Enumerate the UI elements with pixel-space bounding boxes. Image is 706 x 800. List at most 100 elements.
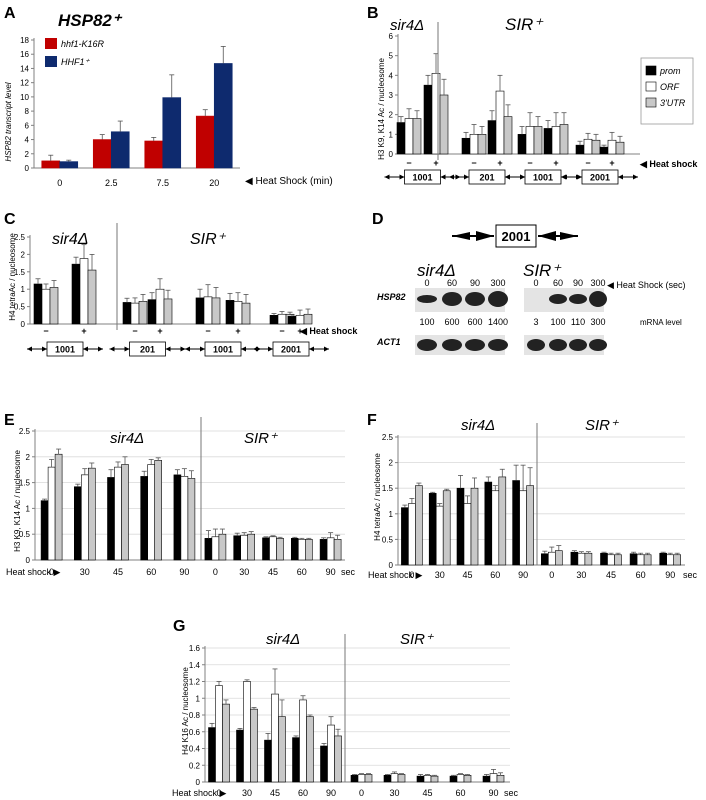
panel-d-band-act1-sir4-0 xyxy=(417,339,437,351)
panel-c-bar-1-6 xyxy=(277,313,287,325)
panel-c-bar-0-3 xyxy=(147,299,157,325)
panel-a-bar-0-2 xyxy=(144,140,164,169)
panel-f-bar-0-2 xyxy=(456,487,465,566)
panel-d-band-hsp82-sir4-1 xyxy=(442,292,462,306)
panel-e-ylabel: H3 K9, K14 Ac / nucleosome xyxy=(13,450,22,552)
panel-d-band-hsp82-sir-1 xyxy=(549,294,567,304)
panel-c-construct-1-arrow-3 xyxy=(165,346,171,352)
panel-c-heat-3: + xyxy=(157,326,162,336)
panel-c-bar-2-0 xyxy=(49,287,59,325)
panel-f-bar-0-0 xyxy=(401,507,409,566)
panel-b-legend-0: prom xyxy=(659,66,681,76)
panel-c-ytick-3: 1.5 xyxy=(14,268,26,277)
panel-g-bar-1-9 xyxy=(489,773,498,783)
panel-c-bar-2-4 xyxy=(211,297,221,325)
panel-g-bar-1-2 xyxy=(271,693,279,783)
panel-e-bar-1-0 xyxy=(47,466,56,561)
panel-g-ytick-1: 0.2 xyxy=(189,761,201,770)
panel-g-bar-1-5 xyxy=(357,774,366,783)
panel-b-bar-1-4 xyxy=(525,126,535,155)
panel-b-construct-2-arrow-2 xyxy=(520,174,525,180)
panel-f-bar-2-4 xyxy=(526,485,534,566)
panel-f-bar-1-8 xyxy=(636,554,645,566)
panel-g-group-sir4: sir4Δ xyxy=(266,631,300,648)
panel-c-bar-2-3 xyxy=(163,298,173,325)
panel-b-bar-2-1 xyxy=(439,94,449,155)
panel-d-band-act1-sir4-1 xyxy=(442,339,462,351)
panel-g-xtick-8: 60 xyxy=(455,788,465,798)
panel-c-construct-0-arrow-2 xyxy=(42,346,47,352)
panel-d-band-hsp82-sir-2 xyxy=(569,294,587,304)
panel-b-bar-2-0 xyxy=(412,118,422,155)
panel-b-ytick-5: 5 xyxy=(389,52,394,61)
panel-a-ytick-1: 2 xyxy=(25,150,30,159)
panel-b-bar-0-6 xyxy=(575,144,585,155)
panel-g-xtick-9: 90 xyxy=(488,788,498,798)
panel-b-legend-swatch-1 xyxy=(645,81,657,92)
panel-c-construct-0-arrow-3 xyxy=(83,346,88,352)
panel-b-heat-1: + xyxy=(433,158,438,168)
panel-a-ytick-7: 14 xyxy=(20,64,29,73)
panel-g-bar-0-7 xyxy=(416,775,425,783)
panel-f-unit: sec xyxy=(683,570,698,580)
panel-b-construct-1-arrow-2 xyxy=(464,174,469,180)
panel-b-bar-0-1 xyxy=(423,84,433,155)
panel-b-ytick-1: 1 xyxy=(389,130,394,139)
panel-d-arrow-left-in xyxy=(476,231,494,241)
panel-e-bar-0-7 xyxy=(262,537,270,561)
panel-c-construct-2-label: 1001 xyxy=(213,345,233,355)
panel-b-construct-0-arrow-3 xyxy=(440,174,446,180)
panel-e-xtick-7: 45 xyxy=(268,567,278,577)
panel-g-bar-2-1 xyxy=(250,708,258,783)
panel-d-band-hsp82-sir4-0 xyxy=(417,295,437,303)
panel-f-bar-1-9 xyxy=(666,554,675,566)
panel-g-bar-0-8 xyxy=(449,775,458,783)
panel-a-xtick-0: 0 xyxy=(57,178,62,188)
panel-g-xtick-3: 60 xyxy=(298,788,308,798)
panel-g-bar-2-4 xyxy=(334,735,342,783)
panel-c-heat-4: − xyxy=(205,326,210,336)
panel-a-xtick-1: 2.5 xyxy=(105,178,118,188)
panel-g-xtick-1: 30 xyxy=(242,788,252,798)
panel-a-xlabel: ◀ Heat Shock (min) xyxy=(245,176,333,187)
panel-d-band-act1-sir-0 xyxy=(527,339,545,351)
panel-b-bar-2-3 xyxy=(503,116,513,155)
panel-b-bar-2-7 xyxy=(615,141,625,155)
panel-d-mrna-sir4-0: 100 xyxy=(419,317,434,327)
panel-e-bar-2-0 xyxy=(54,453,63,561)
panel-b-heat-7: + xyxy=(609,158,614,168)
panel-c-bar-0-5 xyxy=(225,300,235,325)
panel-a-ytick-8: 16 xyxy=(20,50,29,59)
panel-b-construct-0-arrow-2 xyxy=(399,174,405,180)
panel-e-bar-1-7 xyxy=(269,536,277,561)
panel-e-xtick-5: 0 xyxy=(213,567,218,577)
panel-e-bar-0-6 xyxy=(233,535,241,561)
panel-f-bar-0-7 xyxy=(600,552,608,566)
panel-d-band-act1-sir-3 xyxy=(589,339,607,351)
panel-f-bar-2-0 xyxy=(415,485,423,566)
panel-c-group-sir: SIR⁺ xyxy=(190,231,227,248)
panel-e-ytick-0: 0 xyxy=(26,556,31,565)
panel-e-bar-2-2 xyxy=(121,464,129,561)
panel-a-ytick-9: 18 xyxy=(20,36,29,45)
panel-a-ylabel: HSP82 transcript level xyxy=(4,82,13,161)
panel-d-band-hsp82-sir4-3 xyxy=(488,291,508,307)
panel-b-construct-0-label: 1001 xyxy=(412,173,432,183)
panel-d-mrna-sir4-3: 1400 xyxy=(488,317,508,327)
panel-d-time-sir-3: 300 xyxy=(590,278,605,288)
panel-f-bar-2-6 xyxy=(584,552,593,566)
panel-d-time-sir4-1: 60 xyxy=(447,278,457,288)
panel-e-ytick-3: 1.5 xyxy=(19,479,31,488)
panel-c-heat-1: + xyxy=(81,326,86,336)
panel-c-bar-0-0 xyxy=(33,283,43,325)
panel-f-bar-1-4 xyxy=(519,490,527,566)
panel-e-bar-0-9 xyxy=(319,539,328,561)
panel-e-bar-1-8 xyxy=(297,539,306,561)
panel-g-bar-2-7 xyxy=(430,775,439,783)
panel-c-construct-3-label: 2001 xyxy=(281,345,301,355)
panel-f-bar-0-1 xyxy=(428,493,437,566)
panel-f-bar-2-2 xyxy=(470,487,479,566)
panel-b-bar-1-2 xyxy=(469,134,479,155)
panel-d-mrna-sir-2: 110 xyxy=(571,317,585,327)
panel-c-ytick-5: 2.5 xyxy=(14,233,26,242)
